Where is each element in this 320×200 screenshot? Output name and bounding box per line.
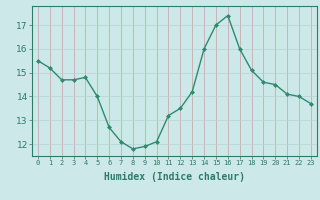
X-axis label: Humidex (Indice chaleur): Humidex (Indice chaleur) <box>104 172 245 182</box>
